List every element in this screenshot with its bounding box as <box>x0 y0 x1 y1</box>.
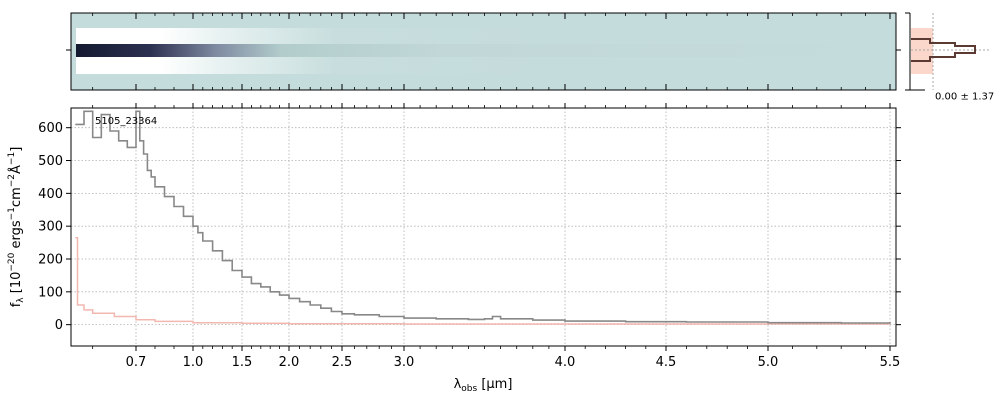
profile-fill <box>911 28 933 74</box>
plot-frame <box>70 107 897 347</box>
y-axis: 0 100 200 300 400 500 600 <box>38 121 901 333</box>
series-error <box>75 236 890 325</box>
x-tick-label: 5.0 <box>758 355 779 370</box>
spectrum-1d-panel: 0.7 1.0 1.5 2.0 2.5 3.0 4.0 4.5 5.0 5.5 0 100 200 30… <box>7 103 901 394</box>
x-tick-label: 1.0 <box>183 355 204 370</box>
x-axis: 0.7 1.0 1.5 2.0 2.5 3.0 4.0 4.5 5.0 5.5 <box>92 103 901 370</box>
x-tick-label: 1.5 <box>232 355 253 370</box>
x-tick-label: 4.0 <box>555 355 576 370</box>
y-axis-label: fλ [10−20 ergs−1cm−2Å−1] <box>7 147 26 308</box>
x-axis-label: λobs [μm] <box>454 377 513 394</box>
x-tick-label: 5.5 <box>880 355 901 370</box>
y-tick-label: 200 <box>38 253 63 268</box>
series-spectrum <box>75 110 891 324</box>
y-tick-label: 300 <box>38 220 63 235</box>
profile-line <box>911 38 976 62</box>
spectrum-2d-frame <box>70 12 897 91</box>
x-tick-label: 2.0 <box>279 355 300 370</box>
spectrum-2d-panel <box>66 12 901 91</box>
y-tick-label: 100 <box>38 285 63 300</box>
x-tick-label: 3.0 <box>394 355 415 370</box>
y-tick-label: 600 <box>38 121 63 136</box>
object-label: 5105_23364 <box>95 116 157 127</box>
profile-xlabel: 0.00 ± 1.37 <box>935 91 994 102</box>
x-tick-label: 4.5 <box>656 355 677 370</box>
spectrum-2d-trace <box>76 44 896 57</box>
x-tick-label: 2.5 <box>332 355 353 370</box>
spectrum-2d-ticks <box>66 13 901 90</box>
y-tick-label: 0 <box>55 318 63 333</box>
profile-panel: 0.00 ± 1.37 <box>905 12 994 102</box>
y-tick-label: 500 <box>38 154 63 169</box>
y-tick-label: 400 <box>38 187 63 202</box>
x-tick-label: 0.7 <box>126 355 147 370</box>
